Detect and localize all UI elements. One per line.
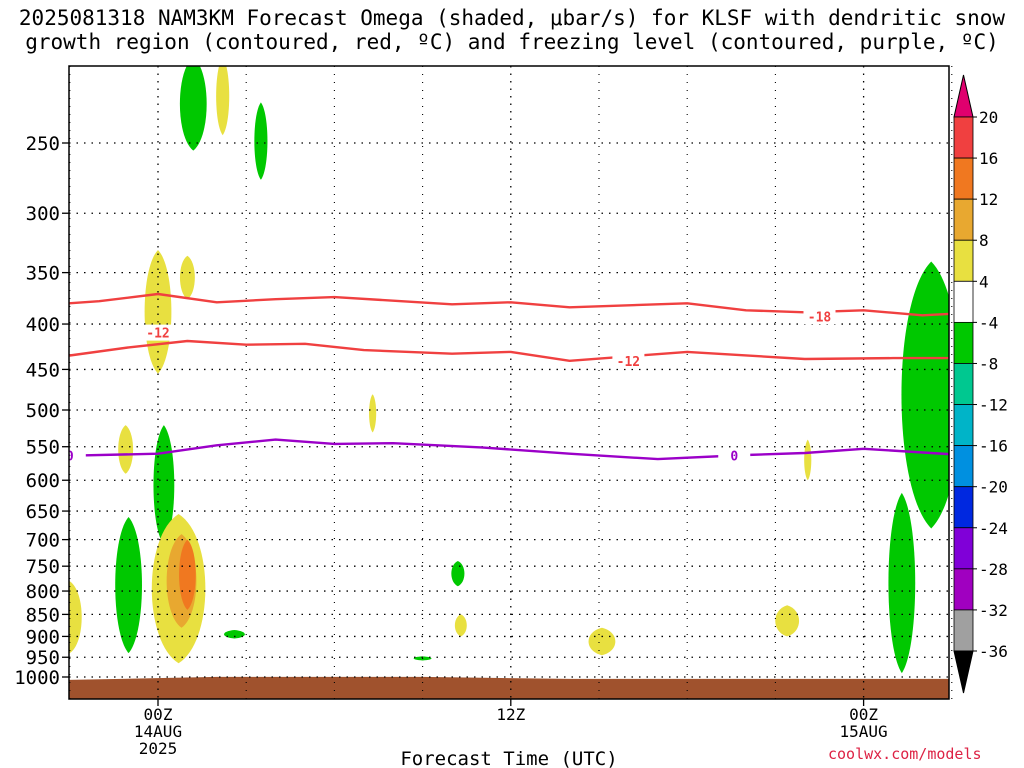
colorbar-segment bbox=[953, 363, 974, 405]
contour-label-bg bbox=[612, 352, 645, 369]
contours: -18-18-12-12-12000 bbox=[66, 292, 949, 465]
y-tick-label: 450 bbox=[26, 359, 60, 381]
omega-region-9 bbox=[115, 516, 142, 654]
title-line-1: 2025081318 NAM3KM Forecast Omega (shaded… bbox=[18, 6, 1006, 30]
colorbar-top-arrow bbox=[953, 74, 974, 118]
x-tick-label: 00Z bbox=[849, 705, 878, 724]
colorbar-segment bbox=[953, 239, 974, 282]
x-tick-sublabel: 14AUG bbox=[134, 722, 182, 741]
colorbar-segment bbox=[953, 321, 974, 364]
colorbar-bottom-arrow bbox=[953, 650, 974, 694]
contour-label-m12: -12 bbox=[617, 355, 640, 370]
contour-label-0: 0 bbox=[730, 450, 738, 465]
y-tick-label: 850 bbox=[26, 604, 60, 626]
colorbar-segment bbox=[953, 568, 974, 611]
y-tick-label: 250 bbox=[26, 133, 60, 155]
colorbar-segment bbox=[953, 527, 974, 570]
y-tick-label: 750 bbox=[26, 556, 60, 578]
omega-region-3 bbox=[5, 165, 35, 197]
title-line-2: growth region (contoured, red, ºC) and f… bbox=[25, 30, 999, 54]
colorbar-segment bbox=[953, 486, 974, 529]
colorbar: 20 16 12 8 4 -4 -8 -12 -16 -20 -24 -28 -32 -36 bbox=[953, 74, 1008, 694]
colorbar-label: -4 bbox=[979, 313, 998, 332]
x-tick-label: 00Z bbox=[144, 705, 173, 724]
x-axis-label: Forecast Time (UTC) bbox=[400, 748, 617, 768]
grid bbox=[69, 66, 953, 699]
colorbar-segment bbox=[953, 404, 974, 447]
colorbar-label: -20 bbox=[979, 478, 1008, 497]
colorbar-label: -16 bbox=[979, 437, 1008, 456]
colorbar-label: -36 bbox=[979, 642, 1008, 661]
y-tick-label: 950 bbox=[26, 647, 60, 669]
plot-frame bbox=[68, 65, 950, 700]
colorbar-label: 16 bbox=[979, 149, 998, 168]
colorbar-segment bbox=[953, 198, 974, 241]
contour-label-bg bbox=[718, 447, 751, 464]
colorbar-label: 4 bbox=[979, 272, 989, 291]
y-tick-label: 1000 bbox=[14, 667, 60, 689]
y-tick-label: 300 bbox=[26, 203, 60, 225]
omega-region-8 bbox=[153, 425, 175, 546]
omega-region-13 bbox=[69, 581, 82, 654]
watermark: coolwx.com/models bbox=[828, 745, 982, 763]
omega-region-15 bbox=[451, 561, 465, 587]
contour-label-bg bbox=[803, 308, 836, 325]
y-tick-label: 550 bbox=[26, 437, 60, 459]
omega-region-21 bbox=[901, 261, 949, 529]
contour-m12 bbox=[69, 339, 949, 362]
y-axis: 2503003504004505005506006507007508008509… bbox=[14, 133, 69, 689]
y-tick-label: 400 bbox=[26, 314, 60, 336]
colorbar-segment bbox=[953, 280, 974, 323]
y-tick-label: 600 bbox=[26, 470, 60, 492]
chart-title: 2025081318 NAM3KM Forecast Omega (shaded… bbox=[0, 6, 1024, 54]
omega-region-22 bbox=[888, 492, 916, 674]
y-tick-label: 800 bbox=[26, 581, 60, 603]
contour-label-m12: -12 bbox=[146, 327, 169, 342]
colorbar-label: 20 bbox=[979, 108, 998, 127]
contour-label-bg bbox=[69, 447, 86, 464]
contour-label-0: 0 bbox=[66, 450, 74, 465]
terrain-fill bbox=[69, 676, 949, 699]
y-tick-label: 650 bbox=[26, 501, 60, 523]
contour-label-bg bbox=[142, 324, 174, 341]
colorbar-label: 8 bbox=[979, 231, 989, 250]
omega-region-19 bbox=[804, 439, 812, 481]
colorbar-segment bbox=[953, 445, 974, 488]
omega-region-7 bbox=[369, 394, 377, 433]
y-tick-label: 700 bbox=[26, 530, 60, 552]
omega-region-20 bbox=[775, 605, 800, 637]
colorbar-segment bbox=[953, 609, 974, 652]
omega-region-18 bbox=[588, 627, 616, 656]
colorbar-label: -32 bbox=[979, 601, 1008, 620]
terrain bbox=[69, 676, 949, 699]
omega-region-14 bbox=[224, 629, 245, 639]
omega-region-12 bbox=[179, 539, 196, 610]
colorbar-segment bbox=[953, 116, 974, 159]
omega-region-5 bbox=[179, 255, 195, 300]
y-tick-label: 350 bbox=[26, 263, 60, 285]
contour-label-m18: -18 bbox=[808, 310, 832, 325]
colorbar-label: -24 bbox=[979, 519, 1008, 538]
x-tick-sublabel: 15AUG bbox=[840, 722, 888, 741]
omega-region-0 bbox=[179, 66, 207, 151]
y-tick-label: 900 bbox=[26, 626, 60, 648]
omega-region-1 bbox=[216, 66, 230, 136]
colorbar-label: -12 bbox=[979, 396, 1008, 415]
omega-region-6 bbox=[118, 425, 134, 474]
omega-region-16 bbox=[454, 614, 467, 637]
omega-region-2 bbox=[254, 102, 268, 180]
colorbar-label: 12 bbox=[979, 190, 998, 209]
x-tick-label: 12Z bbox=[496, 705, 525, 724]
x-axis: 00Z14AUG202512Z00Z15AUG12Z00Z16AUG bbox=[134, 699, 888, 758]
y-tick-label: 500 bbox=[26, 400, 60, 422]
colorbar-segment bbox=[953, 157, 974, 200]
colorbar-label: -8 bbox=[979, 354, 998, 373]
x-tick-sublabel: 2025 bbox=[139, 739, 178, 758]
colorbar-label: -28 bbox=[979, 560, 1008, 579]
contour-0 bbox=[69, 438, 949, 461]
